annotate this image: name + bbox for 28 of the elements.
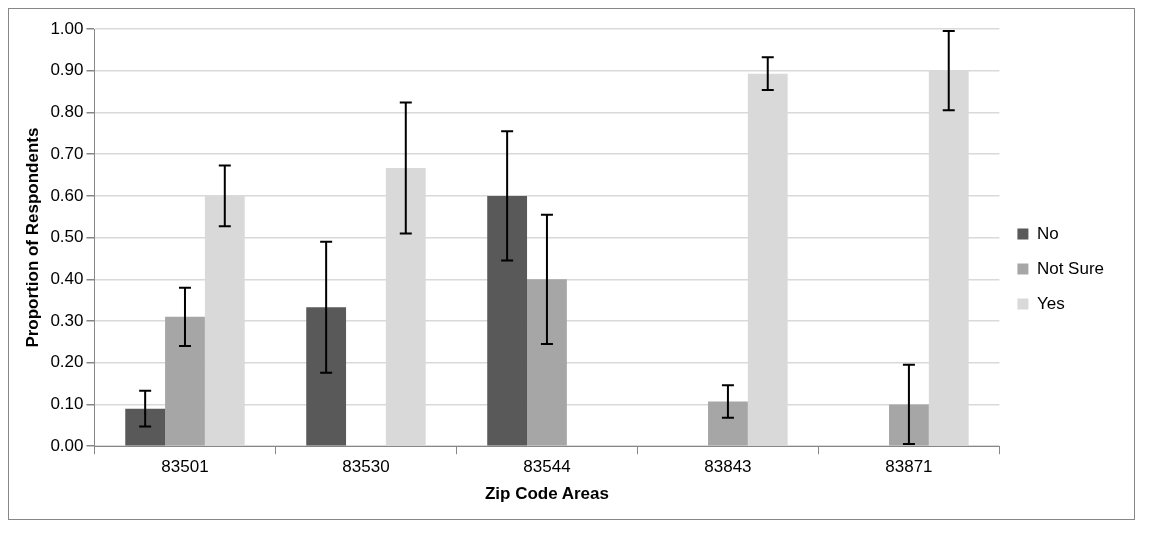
y-tick-label: 0.30 — [50, 310, 84, 330]
y-tick-label: 0.70 — [50, 143, 84, 163]
bar — [487, 195, 528, 446]
y-tick-label: 0.90 — [50, 60, 84, 80]
y-axis-title: Proportion of Respondents — [22, 127, 42, 348]
y-tick-label: 0.00 — [50, 435, 84, 455]
y-tick-label: 0.20 — [50, 352, 84, 372]
y-tick-label: 0.10 — [50, 394, 84, 414]
bar — [527, 279, 567, 446]
x-tick-label: 83501 — [161, 457, 209, 477]
legend-label: Not Sure — [1036, 258, 1105, 278]
legend-label: Yes — [1036, 293, 1065, 313]
y-tick-label: 0.50 — [50, 227, 84, 247]
x-tick-label: 83871 — [885, 457, 933, 477]
y-tick-label: 0.60 — [50, 185, 84, 205]
y-tick-label: 1.00 — [50, 18, 84, 38]
bar — [306, 307, 347, 446]
bar — [125, 408, 166, 446]
x-tick-label: 83843 — [704, 457, 752, 477]
bar — [708, 401, 748, 446]
x-axis-title: Zip Code Areas — [484, 484, 609, 504]
legend-label: No — [1036, 223, 1059, 243]
bar — [889, 404, 929, 446]
x-tick-label: 83544 — [523, 457, 571, 477]
x-tick-label: 83530 — [342, 457, 390, 477]
y-tick-label: 0.80 — [50, 102, 84, 122]
y-tick-label: 0.40 — [50, 269, 84, 289]
bar — [165, 316, 205, 446]
